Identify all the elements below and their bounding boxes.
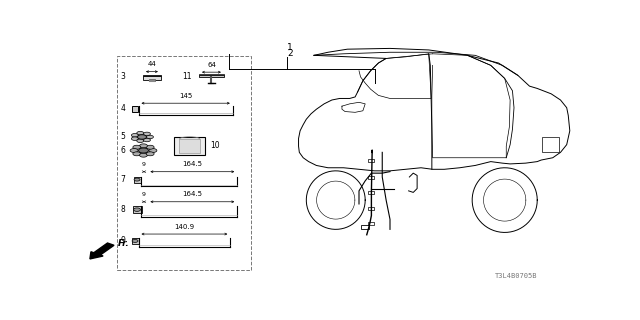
Bar (143, 75, 161, 76)
Text: 8: 8 (121, 205, 125, 214)
Circle shape (132, 239, 138, 243)
Text: 140.9: 140.9 (174, 224, 195, 230)
Bar (368, 159, 374, 162)
Text: T3L4B0705B: T3L4B0705B (495, 273, 538, 279)
Text: 7: 7 (121, 175, 125, 184)
Circle shape (146, 145, 154, 149)
Text: 9: 9 (142, 192, 146, 197)
Circle shape (146, 152, 154, 156)
FancyArrow shape (90, 243, 114, 259)
Circle shape (134, 178, 140, 181)
Text: 145: 145 (179, 93, 192, 99)
Bar (143, 76, 161, 80)
Text: 6: 6 (121, 146, 125, 155)
Text: 5: 5 (121, 132, 125, 141)
Text: 9: 9 (121, 236, 125, 245)
Text: 4: 4 (121, 104, 125, 113)
Text: 3: 3 (121, 72, 125, 81)
Circle shape (143, 132, 150, 136)
Bar (134, 177, 141, 183)
Text: 164.5: 164.5 (182, 161, 202, 167)
Bar (199, 74, 224, 75)
Bar (132, 206, 141, 213)
Text: 44: 44 (148, 61, 156, 67)
Text: Fr.: Fr. (118, 239, 129, 248)
Text: 164.5: 164.5 (182, 191, 202, 197)
Circle shape (134, 208, 141, 212)
Text: 1: 1 (287, 43, 292, 52)
Bar (132, 238, 138, 244)
Bar (117, 56, 251, 270)
Circle shape (138, 135, 147, 139)
Circle shape (140, 144, 147, 148)
Text: 9: 9 (142, 162, 146, 167)
Bar (132, 107, 138, 112)
Bar (542, 137, 559, 152)
Circle shape (140, 153, 147, 157)
Bar (179, 140, 200, 153)
Circle shape (137, 132, 144, 135)
Bar (368, 191, 374, 194)
Circle shape (149, 148, 157, 153)
Bar (361, 225, 369, 229)
Circle shape (133, 145, 141, 149)
Circle shape (131, 137, 138, 140)
Circle shape (130, 148, 138, 153)
Bar (199, 75, 224, 77)
Bar (174, 137, 205, 155)
Text: 2: 2 (287, 49, 292, 58)
Text: 10: 10 (211, 141, 220, 150)
Circle shape (143, 138, 150, 142)
Circle shape (131, 133, 138, 137)
Circle shape (137, 139, 144, 142)
Bar (368, 207, 374, 210)
Circle shape (147, 135, 154, 139)
Text: 64: 64 (207, 62, 216, 68)
Circle shape (133, 152, 141, 156)
Circle shape (138, 148, 148, 153)
Bar (368, 176, 374, 179)
Bar (368, 222, 374, 225)
Text: 11: 11 (182, 72, 191, 81)
